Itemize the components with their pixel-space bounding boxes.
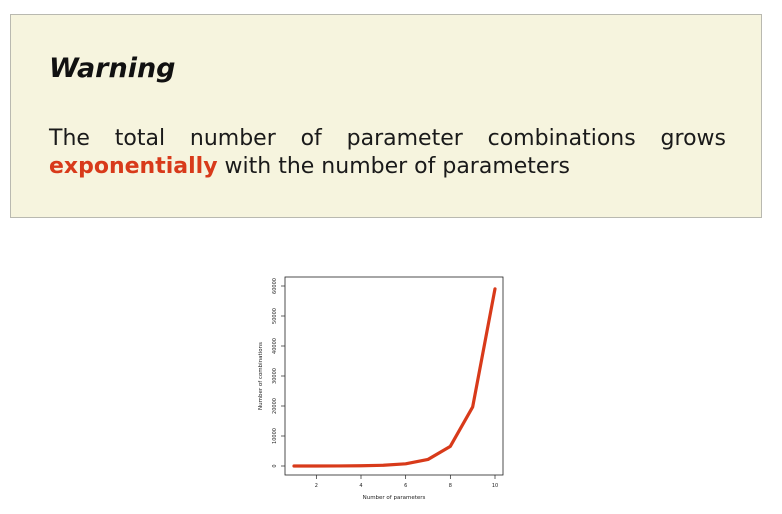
warning-text-after: with the number of parameters	[217, 154, 570, 179]
y-tick-label: 30000	[272, 368, 278, 384]
x-tick-label: 2	[315, 483, 318, 489]
x-tick-label: 8	[449, 483, 452, 489]
chart-axes	[284, 276, 504, 476]
y-axis-label: Number of combinations	[258, 342, 264, 410]
chart-series	[292, 287, 497, 468]
chart-ticks: 2 4 6 8 10 0 10000 20000 30000 40000 50000 60000	[272, 278, 498, 489]
y-tick-label: 60000	[272, 278, 278, 294]
warning-text-before: The total number of parameter combinatio…	[49, 126, 726, 151]
y-tick-label: 10000	[272, 428, 278, 444]
x-axis-label: Number of parameters	[363, 495, 426, 501]
x-tick-label: 4	[359, 483, 362, 489]
y-tick-label: 50000	[272, 308, 278, 324]
warning-box: Warning The total number of parameter co…	[10, 14, 762, 218]
warning-title: Warning	[49, 53, 176, 84]
warning-emphasis: exponentially	[49, 154, 218, 179]
series-line	[292, 287, 497, 468]
y-tick-label: 20000	[272, 398, 278, 414]
y-tick-label: 0	[272, 464, 278, 467]
warning-text: The total number of parameter combinatio…	[49, 125, 726, 181]
x-tick-label: 6	[404, 483, 407, 489]
x-tick-label: 10	[492, 483, 498, 489]
y-tick-label: 40000	[272, 338, 278, 354]
plot-frame	[284, 276, 504, 476]
